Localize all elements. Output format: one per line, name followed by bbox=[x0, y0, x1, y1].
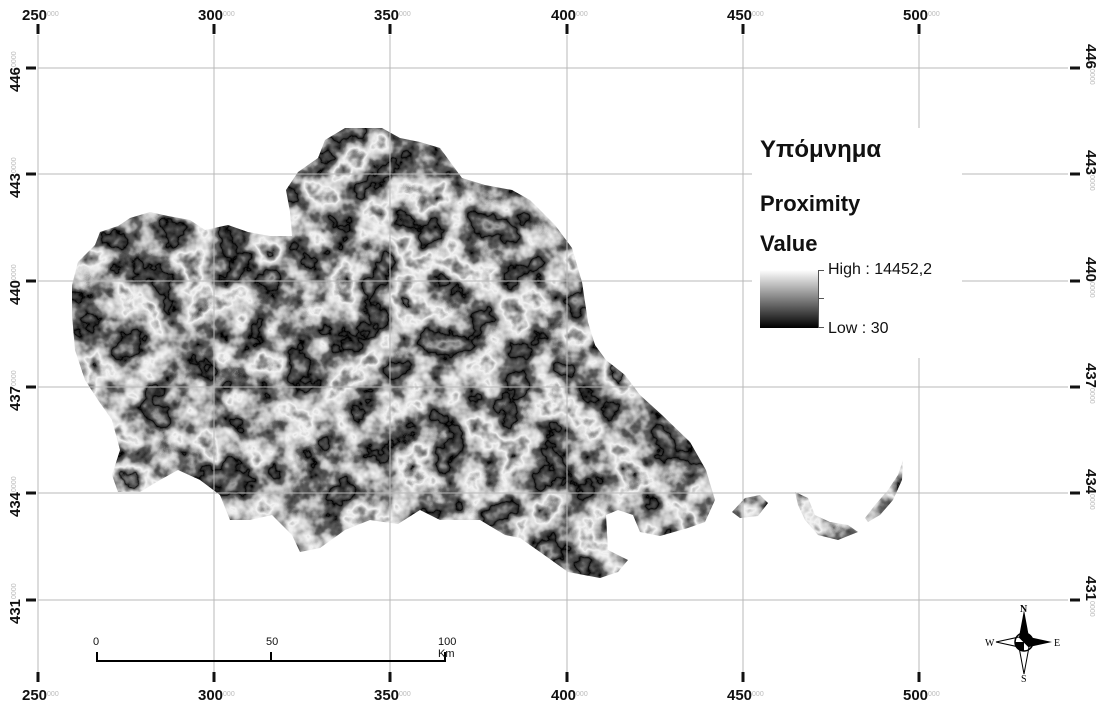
y-label: 4370000 bbox=[7, 370, 24, 411]
grid-ticks bbox=[26, 24, 1080, 682]
y-label: 4430000 bbox=[1082, 150, 1099, 191]
y-labels-left: 4460000 4430000 4400000 4370000 4340000 … bbox=[7, 51, 24, 624]
x-label: 500000 bbox=[903, 687, 940, 704]
scale-bar-tick bbox=[444, 652, 446, 662]
y-label: 4430000 bbox=[7, 157, 24, 198]
legend: Υπόμνημα Proximity Value High : 14452,2 … bbox=[752, 128, 962, 358]
compass-rose-icon: N S E W bbox=[985, 604, 1060, 682]
y-label: 4310000 bbox=[7, 583, 24, 624]
x-label: 350000 bbox=[374, 7, 411, 24]
scale-bar-tick bbox=[270, 652, 272, 662]
legend-ramp-ticks bbox=[818, 270, 825, 328]
y-label: 4310000 bbox=[1082, 576, 1099, 617]
graticule bbox=[37, 35, 1068, 672]
x-label: 400000 bbox=[551, 7, 588, 24]
legend-high-label: High : 14452,2 bbox=[828, 261, 933, 278]
y-label: 4460000 bbox=[1082, 44, 1099, 85]
compass-e: E bbox=[1054, 638, 1060, 649]
x-label: 500000 bbox=[903, 7, 940, 24]
x-labels-top: 250000 300000 350000 400000 450000 50000… bbox=[22, 7, 940, 24]
x-label: 450000 bbox=[727, 687, 764, 704]
legend-layer-name: Proximity bbox=[760, 191, 861, 216]
legend-color-ramp bbox=[760, 270, 818, 328]
x-label: 350000 bbox=[374, 687, 411, 704]
compass-n: N bbox=[1020, 604, 1028, 615]
compass-w: W bbox=[985, 638, 995, 649]
scale-bar: 0 50 100 Km bbox=[92, 636, 456, 676]
x-label: 300000 bbox=[198, 7, 235, 24]
legend-low-label: Low : 30 bbox=[828, 320, 889, 337]
x-labels-bottom: 250000 300000 350000 400000 450000 50000… bbox=[22, 687, 940, 704]
x-label: 450000 bbox=[727, 7, 764, 24]
y-label: 4340000 bbox=[1082, 469, 1099, 510]
scale-bar-label-100: 100 Km bbox=[438, 636, 457, 660]
scale-bar-label-0: 0 bbox=[93, 636, 100, 648]
x-label: 300000 bbox=[198, 687, 235, 704]
x-label: 400000 bbox=[551, 687, 588, 704]
legend-field-name: Value bbox=[760, 231, 818, 256]
scale-bar-tick bbox=[96, 652, 98, 662]
y-label: 4460000 bbox=[7, 51, 24, 92]
y-labels-right: 4460000 4430000 4400000 4370000 4340000 … bbox=[1082, 44, 1099, 617]
y-label: 4370000 bbox=[1082, 363, 1099, 404]
compass-s: S bbox=[1021, 674, 1027, 682]
y-label: 4400000 bbox=[7, 264, 24, 305]
scale-bar-label-50: 50 bbox=[266, 636, 279, 648]
y-label: 4340000 bbox=[7, 476, 24, 517]
x-label: 250000 bbox=[22, 7, 59, 24]
x-label: 250000 bbox=[22, 687, 59, 704]
legend-title: Υπόμνημα bbox=[760, 136, 882, 163]
y-label: 4400000 bbox=[1082, 257, 1099, 298]
